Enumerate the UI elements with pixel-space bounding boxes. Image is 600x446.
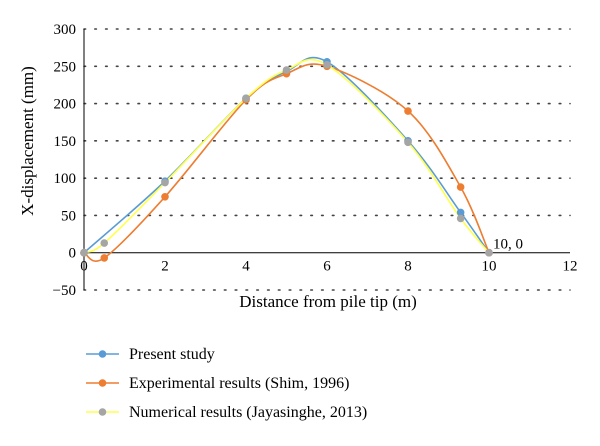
y-tick-label: 300 xyxy=(54,22,77,38)
data-point-series-3 xyxy=(485,248,493,257)
series-line-1 xyxy=(83,56,490,254)
y-tick-label: −50 xyxy=(53,283,76,299)
data-point-series-3 xyxy=(323,60,331,69)
x-tick-label: 6 xyxy=(323,259,331,275)
data-point-series-2 xyxy=(161,192,169,201)
legend: Present study Experimental results (Shim,… xyxy=(86,346,367,421)
legend-swatch-marker xyxy=(98,350,107,358)
data-point-series-3 xyxy=(456,214,465,223)
data-point-series-3 xyxy=(80,248,88,257)
series-points xyxy=(80,58,493,262)
x-tick-label: 0 xyxy=(80,259,88,275)
x-tick-label: 2 xyxy=(161,259,169,275)
x-tick-label: 10 xyxy=(482,259,497,275)
x-tick-label: 8 xyxy=(404,259,412,275)
data-point-series-3 xyxy=(161,178,169,187)
y-tick-label: 50 xyxy=(61,208,76,224)
y-tick-label: 150 xyxy=(54,134,77,150)
y-tick-label: 250 xyxy=(54,59,77,75)
legend-entry-label: Present study xyxy=(129,346,215,363)
x-tick-labels: 0 2 4 6 8 10 12 xyxy=(80,259,577,275)
y-tick-labels: −50 0 50 100 150 200 250 300 xyxy=(53,22,76,299)
y-tick-label: 0 xyxy=(69,246,77,262)
data-point-series-3 xyxy=(282,66,291,74)
data-label: 10, 0 xyxy=(493,237,523,253)
data-point-series-3 xyxy=(242,94,250,103)
y-tick-label: 200 xyxy=(54,97,77,113)
data-point-series-2 xyxy=(456,183,465,191)
annotations: 10, 0 xyxy=(493,237,523,253)
legend-entry-label: Experimental results (Shim, 1996) xyxy=(129,375,349,392)
x-axis-title: Distance from pile tip (m) xyxy=(239,292,417,311)
data-point-series-2 xyxy=(100,254,109,262)
data-point-series-3 xyxy=(100,239,109,247)
y-tick-label: 100 xyxy=(54,171,77,187)
x-tick-label: 4 xyxy=(242,259,250,275)
legend-swatch-marker xyxy=(98,379,107,387)
data-point-series-2 xyxy=(404,107,412,115)
series-line-3 xyxy=(83,58,490,254)
series-lines xyxy=(83,56,490,262)
legend-entry-label: Numerical results (Jayasinghe, 2013) xyxy=(129,404,367,421)
data-point-series-3 xyxy=(404,138,412,147)
y-axis-title: X-displacement (mm) xyxy=(18,66,37,216)
series-line-2 xyxy=(83,63,490,262)
data-point-series-1 xyxy=(456,208,465,217)
legend-swatch-marker xyxy=(98,408,107,416)
x-tick-label: 12 xyxy=(563,259,578,275)
